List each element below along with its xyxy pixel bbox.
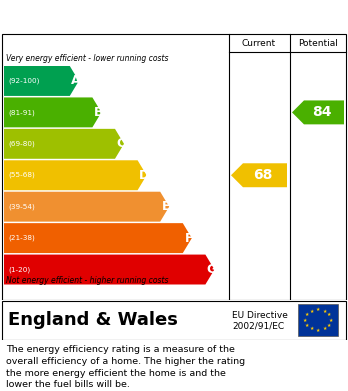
- Text: (1-20): (1-20): [8, 266, 30, 273]
- Text: F: F: [184, 231, 193, 245]
- Text: C: C: [117, 137, 126, 150]
- Text: A: A: [71, 74, 81, 88]
- Text: (69-80): (69-80): [8, 141, 35, 147]
- Polygon shape: [4, 66, 79, 96]
- Polygon shape: [4, 129, 124, 159]
- Polygon shape: [4, 255, 214, 285]
- Text: 2002/91/EC: 2002/91/EC: [232, 321, 284, 330]
- Text: The energy efficiency rating is a measure of the: The energy efficiency rating is a measur…: [6, 345, 235, 354]
- Polygon shape: [4, 192, 169, 222]
- Text: ★: ★: [316, 307, 320, 312]
- Text: Potential: Potential: [298, 38, 338, 47]
- Text: (21-38): (21-38): [8, 235, 35, 241]
- Text: ★: ★: [309, 326, 314, 331]
- Text: Current: Current: [242, 38, 276, 47]
- Text: Energy Efficiency Rating: Energy Efficiency Rating: [8, 9, 218, 24]
- Text: Very energy efficient - lower running costs: Very energy efficient - lower running co…: [6, 54, 168, 63]
- Polygon shape: [4, 223, 192, 253]
- Text: EU Directive: EU Directive: [232, 311, 288, 320]
- Text: 84: 84: [312, 106, 332, 119]
- Text: ★: ★: [305, 323, 309, 328]
- Bar: [298, 304, 338, 336]
- Text: ★: ★: [327, 323, 331, 328]
- Text: ★: ★: [322, 326, 326, 331]
- Text: B: B: [94, 106, 103, 119]
- Polygon shape: [292, 100, 344, 124]
- Text: (55-68): (55-68): [8, 172, 35, 179]
- Text: ★: ★: [305, 312, 309, 317]
- Text: (39-54): (39-54): [8, 203, 35, 210]
- Text: ★: ★: [329, 317, 333, 323]
- Text: E: E: [162, 200, 171, 213]
- Text: G: G: [206, 263, 216, 276]
- Text: (92-100): (92-100): [8, 78, 39, 84]
- Text: (81-91): (81-91): [8, 109, 35, 116]
- Text: 68: 68: [253, 168, 273, 182]
- Text: ★: ★: [316, 328, 320, 333]
- Text: ★: ★: [303, 317, 307, 323]
- Text: D: D: [139, 169, 149, 182]
- Text: Not energy efficient - higher running costs: Not energy efficient - higher running co…: [6, 276, 168, 285]
- Text: ★: ★: [322, 308, 326, 314]
- Text: ★: ★: [327, 312, 331, 317]
- Polygon shape: [4, 160, 147, 190]
- Polygon shape: [4, 97, 101, 127]
- Text: ★: ★: [309, 308, 314, 314]
- Text: overall efficiency of a home. The higher the rating: overall efficiency of a home. The higher…: [6, 357, 245, 366]
- Text: lower the fuel bills will be.: lower the fuel bills will be.: [6, 380, 130, 389]
- Polygon shape: [231, 163, 287, 187]
- Text: the more energy efficient the home is and the: the more energy efficient the home is an…: [6, 368, 226, 377]
- Text: England & Wales: England & Wales: [8, 311, 178, 329]
